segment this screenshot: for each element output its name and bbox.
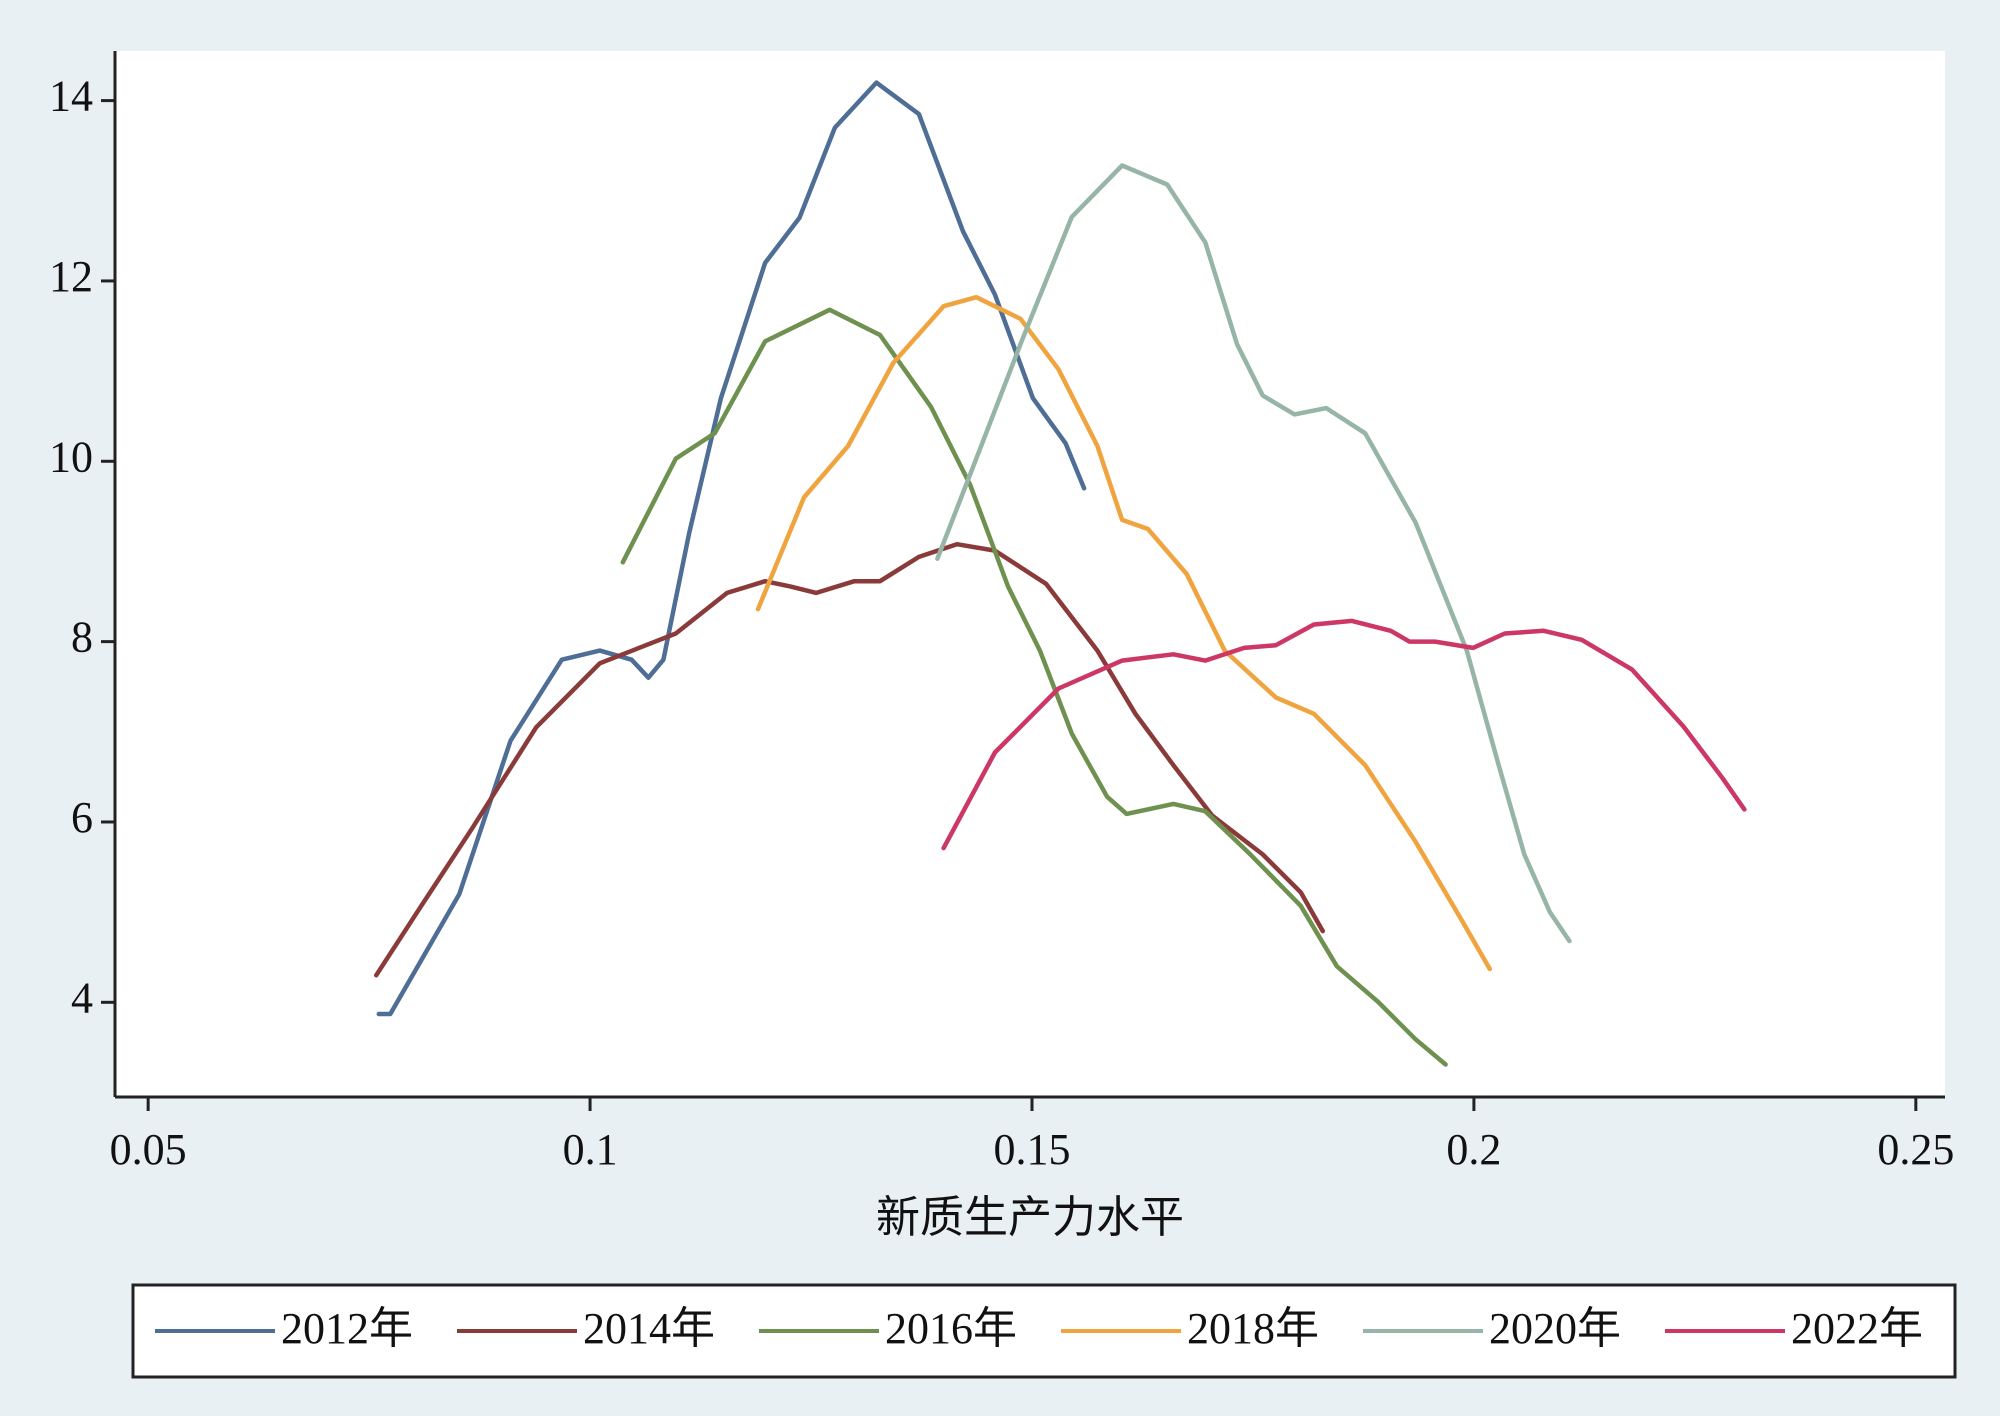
y-tick-label: 10 bbox=[49, 432, 93, 481]
legend-label: 2018年 bbox=[1187, 1304, 1319, 1353]
y-tick-label: 8 bbox=[71, 613, 93, 662]
x-tick-label: 0.2 bbox=[1446, 1125, 1501, 1174]
y-tick-label: 4 bbox=[71, 973, 93, 1022]
x-tick-label: 0.05 bbox=[110, 1125, 187, 1174]
legend-label: 2012年 bbox=[281, 1304, 413, 1353]
x-tick-label: 0.1 bbox=[563, 1125, 618, 1174]
x-axis-title: 新质生产力水平 bbox=[876, 1193, 1184, 1242]
legend-label: 2014年 bbox=[583, 1304, 715, 1353]
legend-box bbox=[131, 1283, 1957, 1379]
y-tick-label: 6 bbox=[71, 793, 93, 842]
legend-label: 2022年 bbox=[1791, 1304, 1923, 1353]
y-tick-label: 14 bbox=[49, 72, 93, 121]
x-tick-label: 0.25 bbox=[1877, 1125, 1954, 1174]
x-tick-label: 0.15 bbox=[993, 1125, 1070, 1174]
y-tick-label: 12 bbox=[49, 252, 93, 301]
legend-label: 2016年 bbox=[885, 1304, 1017, 1353]
series-line bbox=[376, 80, 1087, 1017]
series-line bbox=[941, 618, 1747, 851]
series-line bbox=[373, 541, 1326, 978]
legend-label: 2020年 bbox=[1489, 1304, 1621, 1353]
series-line bbox=[935, 163, 1572, 944]
series-line bbox=[620, 307, 1448, 1067]
series-line bbox=[755, 294, 1493, 972]
